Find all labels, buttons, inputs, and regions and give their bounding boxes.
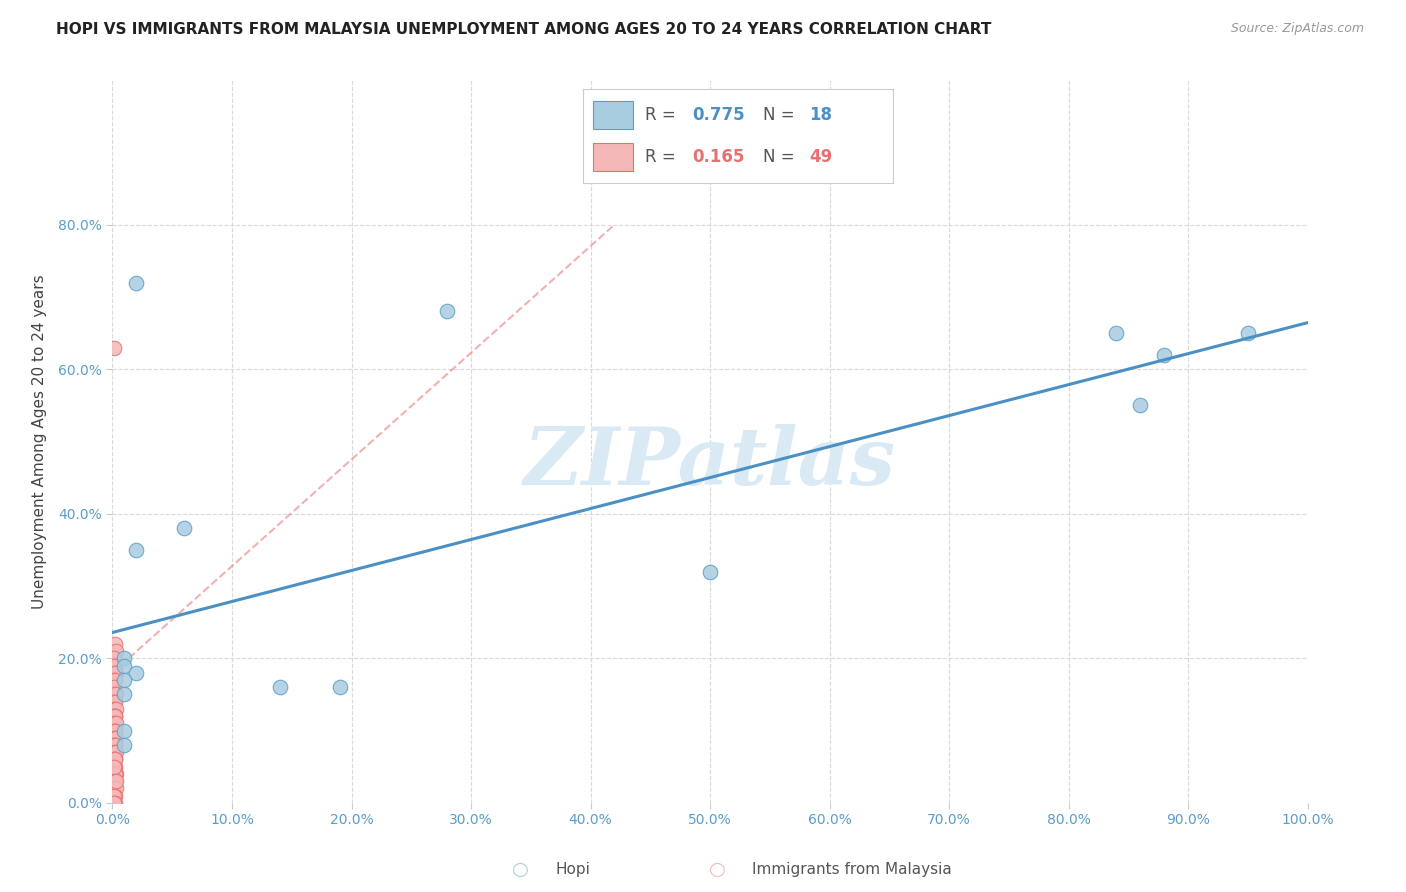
Point — [105, 716, 128, 731]
Point — [104, 723, 127, 738]
Point — [104, 709, 127, 723]
Point — [114, 658, 135, 673]
Point — [103, 745, 125, 759]
Point — [1237, 326, 1260, 340]
Point — [125, 542, 148, 557]
Text: R =: R = — [645, 106, 682, 124]
Point — [103, 731, 125, 745]
Text: N =: N = — [763, 148, 800, 166]
Point — [104, 658, 127, 673]
Point — [173, 521, 195, 535]
Text: HOPI VS IMMIGRANTS FROM MALAYSIA UNEMPLOYMENT AMONG AGES 20 TO 24 YEARS CORRELAT: HOPI VS IMMIGRANTS FROM MALAYSIA UNEMPLO… — [56, 22, 991, 37]
Point — [103, 673, 125, 687]
Text: 0.775: 0.775 — [692, 106, 744, 124]
Point — [103, 695, 125, 709]
Point — [103, 702, 125, 716]
Point — [104, 752, 127, 766]
Point — [1105, 326, 1128, 340]
Point — [104, 673, 127, 687]
Text: ○: ○ — [709, 860, 725, 880]
Point — [103, 651, 125, 665]
Point — [103, 716, 125, 731]
FancyBboxPatch shape — [593, 102, 633, 129]
Point — [104, 695, 127, 709]
Point — [105, 767, 128, 781]
Point — [1153, 348, 1175, 362]
Point — [103, 709, 125, 723]
Point — [125, 276, 148, 290]
Point — [104, 738, 127, 752]
Point — [105, 644, 128, 658]
Text: Source: ZipAtlas.com: Source: ZipAtlas.com — [1230, 22, 1364, 36]
Point — [105, 781, 128, 796]
Point — [103, 738, 125, 752]
Text: ○: ○ — [512, 860, 529, 880]
Point — [699, 565, 721, 579]
Text: 18: 18 — [810, 106, 832, 124]
Point — [103, 341, 125, 355]
Point — [103, 658, 125, 673]
Point — [104, 752, 127, 766]
Point — [104, 723, 127, 738]
Point — [114, 673, 135, 687]
Point — [105, 731, 128, 745]
Point — [104, 774, 127, 789]
Text: R =: R = — [645, 148, 682, 166]
Point — [103, 760, 125, 774]
FancyBboxPatch shape — [593, 143, 633, 170]
Point — [104, 665, 127, 680]
Y-axis label: Unemployment Among Ages 20 to 24 years: Unemployment Among Ages 20 to 24 years — [32, 274, 46, 609]
Point — [104, 789, 127, 803]
Point — [103, 680, 125, 694]
Point — [114, 723, 135, 738]
Point — [104, 637, 127, 651]
Text: 0.165: 0.165 — [692, 148, 744, 166]
Text: 49: 49 — [810, 148, 832, 166]
Point — [329, 680, 352, 694]
Point — [269, 680, 291, 694]
Point — [114, 687, 135, 701]
Point — [103, 774, 125, 789]
Point — [105, 774, 128, 789]
Point — [104, 767, 127, 781]
Point — [104, 760, 127, 774]
Point — [105, 745, 128, 759]
Point — [125, 665, 148, 680]
Point — [104, 709, 127, 723]
Point — [1129, 398, 1152, 412]
Point — [104, 738, 127, 752]
Point — [105, 665, 128, 680]
Point — [104, 796, 127, 810]
Point — [105, 687, 128, 701]
Point — [114, 651, 135, 665]
Point — [103, 752, 125, 766]
Point — [103, 723, 125, 738]
Point — [114, 738, 135, 752]
Text: Immigrants from Malaysia: Immigrants from Malaysia — [752, 863, 952, 877]
Text: Hopi: Hopi — [555, 863, 591, 877]
Point — [103, 789, 125, 803]
Point — [104, 687, 127, 701]
Text: ZIPatlas: ZIPatlas — [524, 425, 896, 502]
Point — [103, 760, 125, 774]
Point — [105, 702, 128, 716]
Point — [436, 304, 458, 318]
Point — [103, 796, 125, 810]
Point — [103, 781, 125, 796]
Text: N =: N = — [763, 106, 800, 124]
